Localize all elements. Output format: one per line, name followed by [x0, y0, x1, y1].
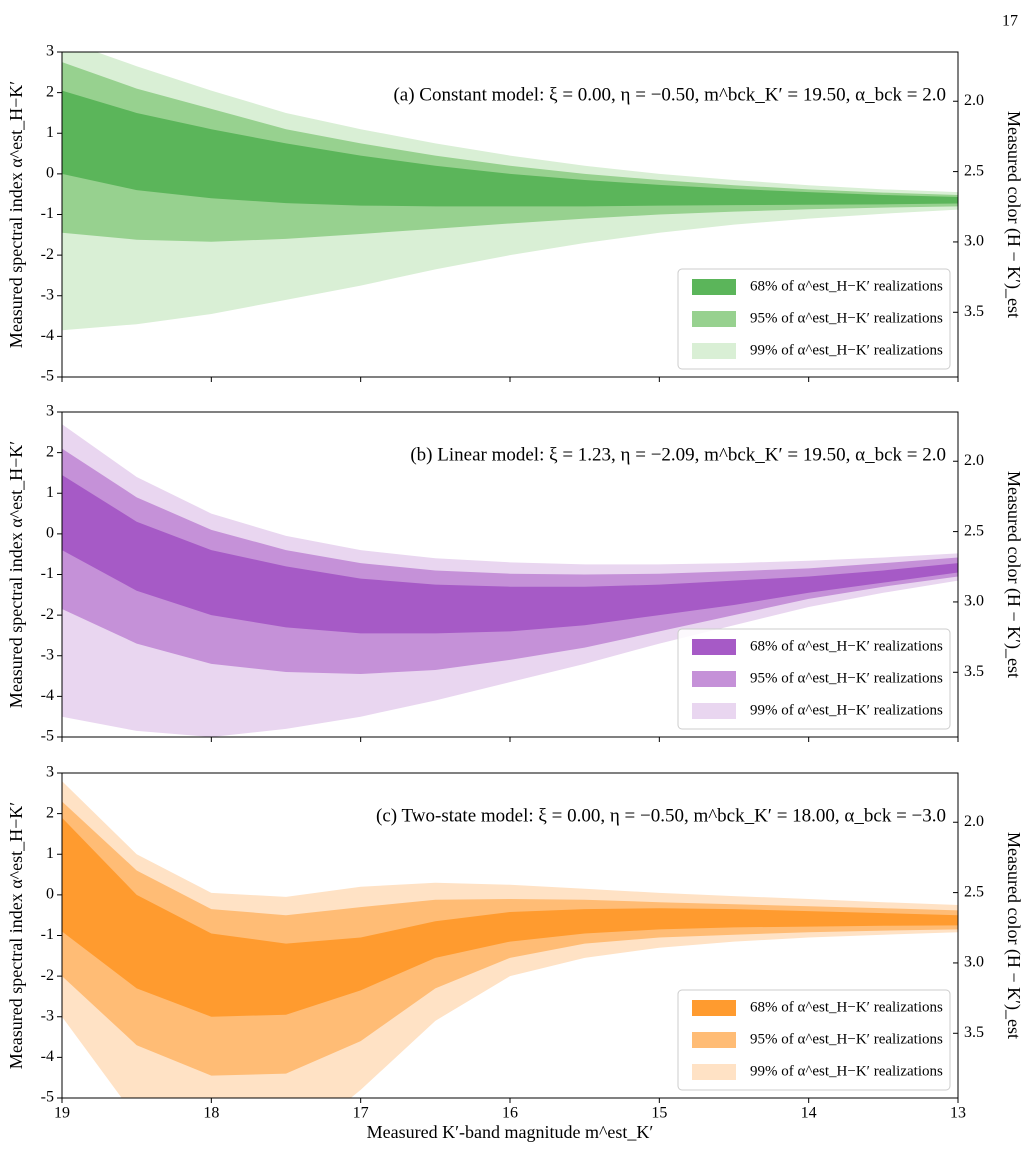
y-tick-label: -3	[41, 1007, 54, 1024]
panel: -5 -4 -3 -2 -1 0 1 2 3 2.0 2.5 3.0 3.5 (a) Constant m…	[6, 43, 1024, 385]
legend-swatch	[692, 703, 736, 719]
y-axis-label: Measured spectral index α^est_H−K′	[6, 802, 26, 1069]
legend-label: 99% of α^est_H−K′ realizations	[750, 702, 943, 718]
y-tick-label: -4	[41, 327, 54, 344]
y2-tick-label: 3.5	[964, 303, 984, 320]
legend-box	[677, 268, 951, 370]
x-tick-label: 19	[54, 1105, 70, 1122]
plot-area	[62, 781, 958, 1098]
y-axis-label: Measured spectral index α^est_H−K′	[6, 441, 26, 708]
legend-box	[677, 989, 951, 1091]
legend-label: 68% of α^est_H−K′ realizations	[750, 999, 943, 1015]
x-tick-label: 13	[950, 1105, 966, 1122]
panel: -5 -4 -3 -2 -1 0 1 2 3 2.0 2.5 3.0 3.5 (b) Linear mod…	[6, 403, 1024, 745]
legend-label: 95% of α^est_H−K′ realizations	[750, 670, 943, 686]
y-tick-label: 0	[46, 886, 54, 903]
y-tick-label: -2	[41, 246, 54, 263]
legend-label: 99% of α^est_H−K′ realizations	[750, 1063, 943, 1079]
legend-swatch	[692, 311, 736, 327]
y2-tick-label: 3.5	[964, 1024, 984, 1041]
y-tick-label: -4	[41, 1048, 54, 1065]
y2-tick-label: 3.0	[964, 233, 984, 250]
page-number: 17	[1002, 13, 1018, 30]
x-tick-label: 15	[651, 1105, 667, 1122]
y-axis-label: Measured spectral index α^est_H−K′	[6, 81, 26, 348]
legend-swatch	[692, 1064, 736, 1080]
legend-label: 68% of α^est_H−K′ realizations	[750, 278, 943, 294]
x-tick-label: 14	[801, 1105, 817, 1122]
y-tick-label: -5	[41, 728, 54, 745]
y-tick-label: 0	[46, 525, 54, 542]
y-tick-label: 1	[46, 484, 54, 501]
y-tick-label: -1	[41, 565, 54, 582]
y-tick-label: -4	[41, 687, 54, 704]
y-tick-label: -3	[41, 646, 54, 663]
y2-tick-label: 2.0	[964, 92, 984, 109]
legend-box	[677, 628, 951, 730]
legend-swatch	[692, 343, 736, 359]
y2-axis-label: Measured color (H − K′)_est	[1003, 471, 1024, 678]
band	[62, 90, 958, 207]
y2-tick-label: 3.0	[964, 954, 984, 971]
panel-title: (c) Two-state model: ξ = 0.00, η = −0.50…	[376, 805, 946, 826]
legend-swatch	[692, 1032, 736, 1048]
y-tick-label: 3	[46, 764, 54, 781]
band	[62, 474, 958, 634]
legend-label: 99% of α^est_H−K′ realizations	[750, 342, 943, 358]
y-tick-label: 1	[46, 124, 54, 141]
y-tick-label: 0	[46, 165, 54, 182]
y2-axis-label: Measured color (H − K′)_est	[1003, 111, 1024, 318]
y-tick-label: -5	[41, 1089, 54, 1106]
y2-tick-label: 3.0	[964, 593, 984, 610]
plot-area	[62, 52, 958, 331]
y-tick-label: -1	[41, 926, 54, 943]
y-tick-label: 2	[46, 443, 54, 460]
y2-tick-label: 3.5	[964, 663, 984, 680]
y2-tick-label: 2.0	[964, 452, 984, 469]
x-tick-label: 16	[502, 1105, 518, 1122]
y2-tick-label: 2.5	[964, 883, 984, 900]
y2-tick-label: 2.0	[964, 813, 984, 830]
legend-swatch	[692, 1000, 736, 1016]
panel: -5 -4 -3 -2 -1 0 1 2 3 2.0 2.5 3.0 3.5 19 18 17 16 15 14 13…	[6, 764, 1024, 1142]
y-tick-label: -2	[41, 606, 54, 623]
x-axis-label: Measured K′-band magnitude m^est_K′	[367, 1122, 654, 1142]
y-tick-label: -5	[41, 368, 54, 385]
y-tick-label: 3	[46, 403, 54, 420]
band	[62, 817, 958, 1017]
x-tick-label: 17	[353, 1105, 369, 1122]
legend-swatch	[692, 671, 736, 687]
legend-label: 95% of α^est_H−K′ realizations	[750, 1031, 943, 1047]
y-tick-label: -3	[41, 286, 54, 303]
y-tick-label: 1	[46, 845, 54, 862]
panel-title: (b) Linear model: ξ = 1.23, η = −2.09, m…	[410, 444, 946, 465]
y2-axis-label: Measured color (H − K′)_est	[1003, 832, 1024, 1039]
y2-tick-label: 2.5	[964, 522, 984, 539]
plot-area	[62, 424, 958, 737]
y-tick-label: -1	[41, 205, 54, 222]
x-tick-label: 18	[203, 1105, 219, 1122]
panel-title: (a) Constant model: ξ = 0.00, η = −0.50,…	[393, 84, 946, 105]
y2-tick-label: 2.5	[964, 162, 984, 179]
legend-label: 68% of α^est_H−K′ realizations	[750, 638, 943, 654]
legend-swatch	[692, 279, 736, 295]
y-tick-label: 2	[46, 83, 54, 100]
y-tick-label: -2	[41, 967, 54, 984]
legend-label: 95% of α^est_H−K′ realizations	[750, 310, 943, 326]
legend-swatch	[692, 639, 736, 655]
y-tick-label: 3	[46, 43, 54, 60]
y-tick-label: 2	[46, 804, 54, 821]
